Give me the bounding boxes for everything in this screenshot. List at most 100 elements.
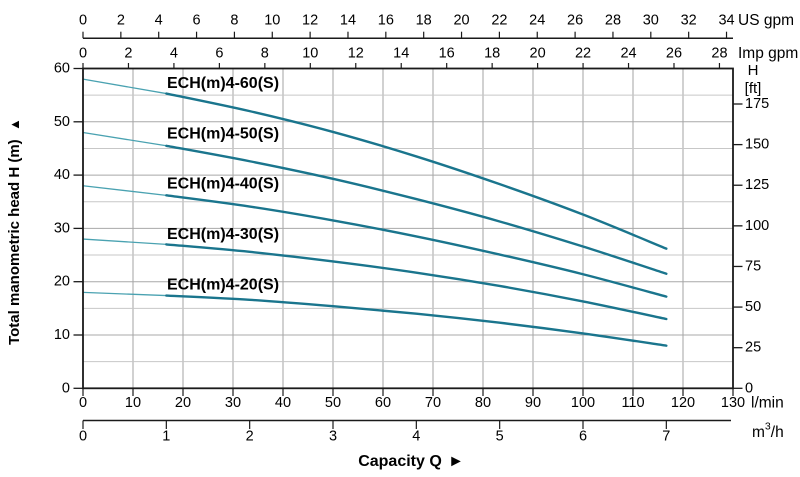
- head-m-tick-label: 60: [54, 61, 70, 77]
- axis-head-m: 0 10 20 30 40 50 60 Total manometric head H (m)…: [6, 61, 83, 396]
- us-gpm-tick-label: 16: [378, 13, 394, 29]
- lmin-tick-label: 0: [79, 395, 87, 411]
- series-label: ECH(m)4-20(S): [167, 276, 279, 293]
- axis-m3h: 0 1 2 3 4 5 6 7 m3/h: [79, 419, 784, 445]
- us-gpm-tick-label: 20: [453, 13, 469, 29]
- us-gpm-unit-label: US gpm: [738, 12, 794, 29]
- lmin-tick-label: 30: [225, 395, 241, 411]
- us-gpm-tick-label: 32: [681, 13, 697, 29]
- m3h-tick-label: 0: [79, 429, 87, 445]
- lmin-tick-label: 20: [175, 395, 191, 411]
- x-axis-right-arrow-icon: ►: [448, 453, 464, 470]
- lmin-tick-label: 120: [671, 395, 695, 411]
- x-axis-title: Capacity Q ►: [358, 453, 464, 470]
- curve-ECH(m)4-40(S): [165, 194, 668, 298]
- series-label: ECH(m)4-60(S): [167, 75, 279, 92]
- imp-gpm-tick-label: 14: [393, 46, 409, 62]
- imp-gpm-tick-label: 6: [215, 46, 223, 62]
- imp-gpm-tick-label: 18: [484, 46, 500, 62]
- us-gpm-tick-label: 24: [529, 13, 545, 29]
- curve-ECH(m)4-50(S): [165, 144, 668, 275]
- imp-gpm-tick-label: 20: [530, 46, 546, 62]
- series-labels: ECH(m)4-60(S) ECH(m)4-50(S) ECH(m)4-40(S) E…: [167, 75, 279, 293]
- m3h-tick-label: 4: [412, 429, 420, 445]
- lmin-unit-label: l/min: [751, 394, 784, 411]
- curve-ECH(m)4-20(S): [165, 294, 668, 347]
- imp-gpm-tick-label: 2: [124, 46, 132, 62]
- us-gpm-tick-label: 18: [416, 13, 432, 29]
- y-axis-title-text: Total manometric head H (m): [6, 139, 23, 345]
- curves: [82, 78, 668, 347]
- us-gpm-tick-label: 14: [340, 13, 356, 29]
- us-gpm-tick-label: 30: [643, 13, 659, 29]
- us-gpm-tick-label: 26: [567, 13, 583, 29]
- series-label: ECH(m)4-40(S): [167, 176, 279, 193]
- lmin-tick-label: 60: [375, 395, 391, 411]
- lmin-tick-label: 90: [525, 395, 541, 411]
- imp-gpm-tick-label: 12: [348, 46, 364, 62]
- axis-lmin: 0 10 20 30 40 50 60 70 80 90 100 110 120 130 l/min: [79, 388, 784, 411]
- imp-gpm-tick-label: 8: [261, 46, 269, 62]
- lmin-tick-label: 70: [425, 395, 441, 411]
- m3h-tick-label: 1: [162, 429, 170, 445]
- axis-us-gpm: 0 2 4 6 8 10 12 14 16 18 20 22 24 26 28 30 32 34 US gpm: [79, 12, 794, 39]
- head-ft-tick-label: 75: [745, 258, 761, 274]
- head-ft-header-ft: [ft]: [745, 80, 762, 97]
- us-gpm-tick-label: 2: [117, 13, 125, 29]
- head-ft-tick-label: 25: [745, 340, 761, 356]
- curve-ECH(m)4-60(S): [165, 92, 668, 250]
- us-gpm-tick-label: 4: [155, 13, 163, 29]
- y-axis-up-arrow-icon: ▲: [7, 118, 22, 131]
- head-ft-header-h: H: [748, 62, 759, 79]
- curve-thin-ECH(m)4-20(S): [82, 291, 167, 297]
- lmin-tick-label: 40: [275, 395, 291, 411]
- grid: [83, 68, 733, 389]
- head-ft-tick-label: 50: [745, 299, 761, 315]
- lmin-tick-label: 80: [475, 395, 491, 411]
- imp-gpm-tick-label: 22: [575, 46, 591, 62]
- us-gpm-tick-label: 0: [79, 13, 87, 29]
- imp-gpm-tick-label: 4: [170, 46, 178, 62]
- lmin-tick-label: 100: [571, 395, 595, 411]
- curve-thin-ECH(m)4-30(S): [82, 238, 167, 246]
- lmin-tick-label: 10: [125, 395, 141, 411]
- imp-gpm-tick-label: 26: [666, 46, 682, 62]
- head-ft-tick-label: 100: [745, 218, 769, 234]
- m3h-tick-label: 6: [579, 429, 587, 445]
- imp-gpm-tick-label: 16: [439, 46, 455, 62]
- imp-gpm-tick-label: 10: [302, 46, 318, 62]
- head-m-tick-label: 0: [62, 380, 70, 396]
- series-label: ECH(m)4-30(S): [167, 226, 279, 243]
- imp-gpm-tick-label: 0: [79, 46, 87, 62]
- head-ft-tick-label: 175: [745, 96, 769, 112]
- curve-ECH(m)4-30(S): [165, 243, 668, 321]
- us-gpm-tick-label: 22: [491, 13, 507, 29]
- head-m-tick-label: 10: [54, 327, 70, 343]
- x-axis-title-text: Capacity Q: [358, 453, 442, 470]
- curve-thin-ECH(m)4-60(S): [82, 78, 167, 95]
- head-m-tick-label: 40: [54, 167, 70, 183]
- head-ft-tick-label: 125: [745, 177, 769, 193]
- m3h-unit-label: m3/h: [752, 421, 784, 441]
- head-m-tick-label: 50: [54, 114, 70, 130]
- lmin-tick-label: 130: [721, 395, 745, 411]
- imp-gpm-unit-label: Imp gpm: [738, 45, 798, 62]
- series-label: ECH(m)4-50(S): [167, 125, 279, 142]
- curve-thin-ECH(m)4-40(S): [82, 185, 167, 196]
- head-m-tick-label: 20: [54, 274, 70, 290]
- head-ft-tick-label: 150: [745, 137, 769, 153]
- us-gpm-tick-label: 6: [193, 13, 201, 29]
- curve-thin-ECH(m)4-50(S): [82, 131, 167, 147]
- m3h-tick-label: 2: [246, 429, 254, 445]
- head-m-tick-label: 30: [54, 220, 70, 236]
- us-gpm-tick-label: 8: [230, 13, 238, 29]
- m3h-tick-label: 7: [662, 429, 670, 445]
- head-ft-tick-label: 0: [745, 380, 753, 396]
- lmin-tick-label: 50: [325, 395, 341, 411]
- imp-gpm-tick-label: 28: [711, 46, 727, 62]
- m3h-tick-label: 5: [496, 429, 504, 445]
- m3h-tick-label: 3: [329, 429, 337, 445]
- us-gpm-tick-label: 10: [264, 13, 280, 29]
